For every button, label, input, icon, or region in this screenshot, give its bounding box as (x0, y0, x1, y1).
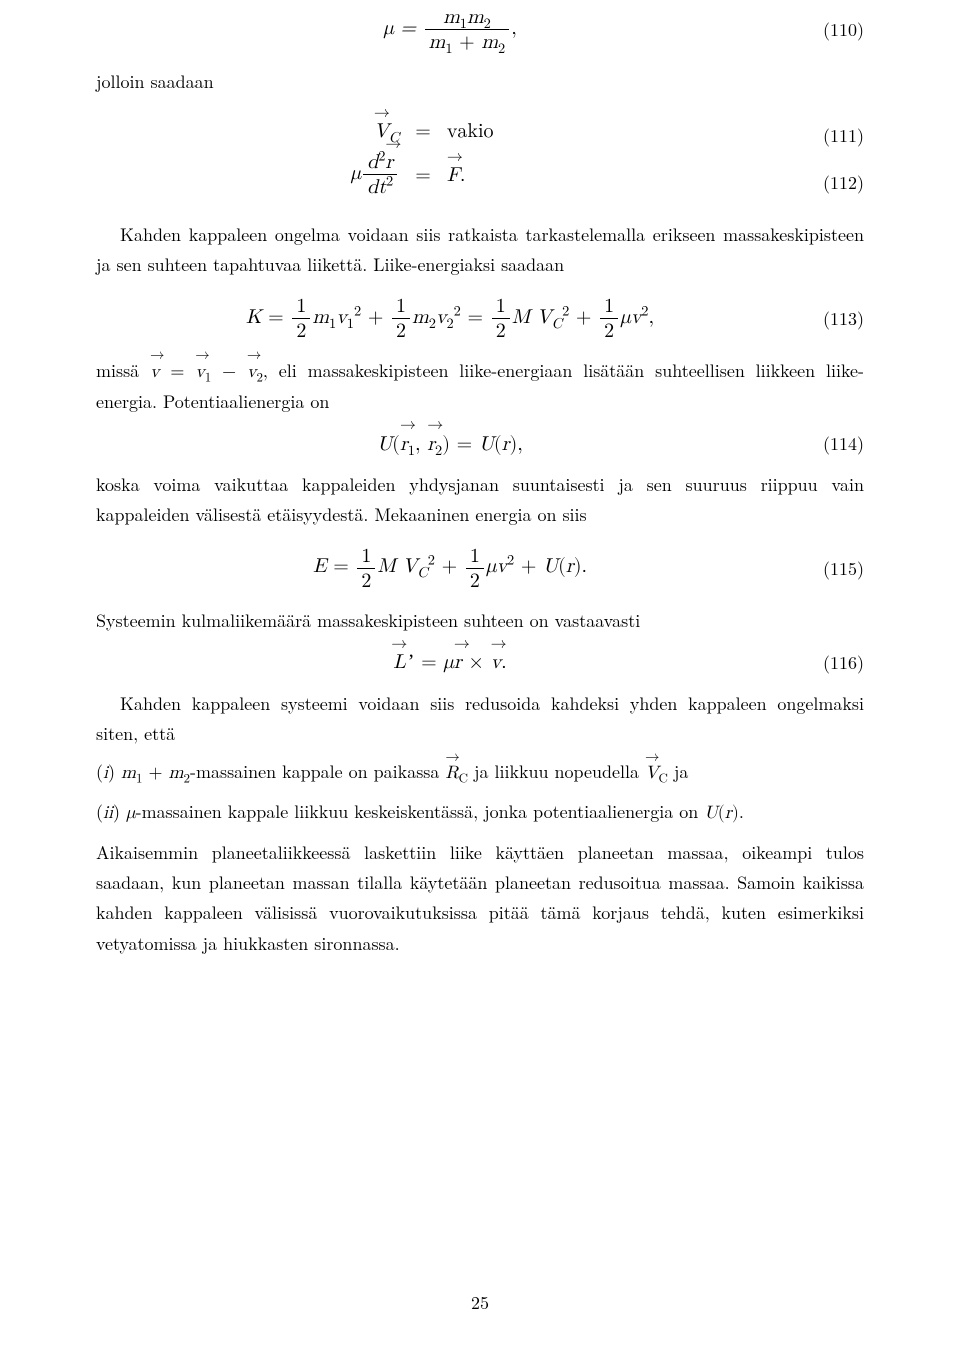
equation-110: μ = m1m2 m1 + m2 , (110) (96, 6, 864, 53)
item-i: (i) m1 + m2-massainen kappale on paikass… (96, 757, 864, 788)
equation-113: K = 12m1v12 + 12m2v22 = 12M VC2 + 12μv2,… (96, 295, 864, 342)
equation-116: L ʼ = μr × v. (116) (96, 650, 864, 675)
eq-number-114: (114) (804, 431, 864, 456)
equation-115: E = 12M VC2 + 12μv2 + U(r). (115) (96, 545, 864, 592)
para-systeemin: Systeemin kulmaliikemäärä massakeskipist… (96, 606, 864, 636)
page: μ = m1m2 m1 + m2 , (110) jolloin saadaan… (0, 6, 960, 1355)
eq-number-111: (111) (804, 123, 864, 148)
eq-number-110: (110) (804, 17, 864, 42)
eq-number-115: (115) (804, 556, 864, 581)
para-reduce-intro: Kahden kappaleen systeemi voidaan siis r… (96, 689, 864, 749)
text-vakio: vakio (447, 121, 494, 141)
equation-114: U(r1, r2) = U(r), (114) (96, 431, 864, 456)
para-kahden: Kahden kappaleen ongelma voidaan siis ra… (96, 220, 864, 280)
text-missa-pre: missä (96, 358, 150, 383)
equation-111-112: VC = vakio μ d2r dt2 = F. (96, 115, 864, 202)
eq-number-112: (112) (804, 170, 864, 195)
eq-number-113: (113) (804, 306, 864, 331)
para-missa: missä v = v1 − v2, eli massakeskipisteen… (96, 356, 864, 417)
page-number: 25 (0, 1290, 960, 1315)
eq-number-116: (116) (804, 650, 864, 675)
para-koska: koska voima vaikuttaa kappaleiden yhdysj… (96, 470, 864, 530)
para-aikaisemmin: Aikaisemmin planeetaliikkeessä laskettii… (96, 838, 864, 959)
item-ii: (ii) μ-massainen kappale liikkuu keskeis… (96, 797, 864, 828)
text-jolloin: jolloin saadaan (96, 67, 864, 97)
